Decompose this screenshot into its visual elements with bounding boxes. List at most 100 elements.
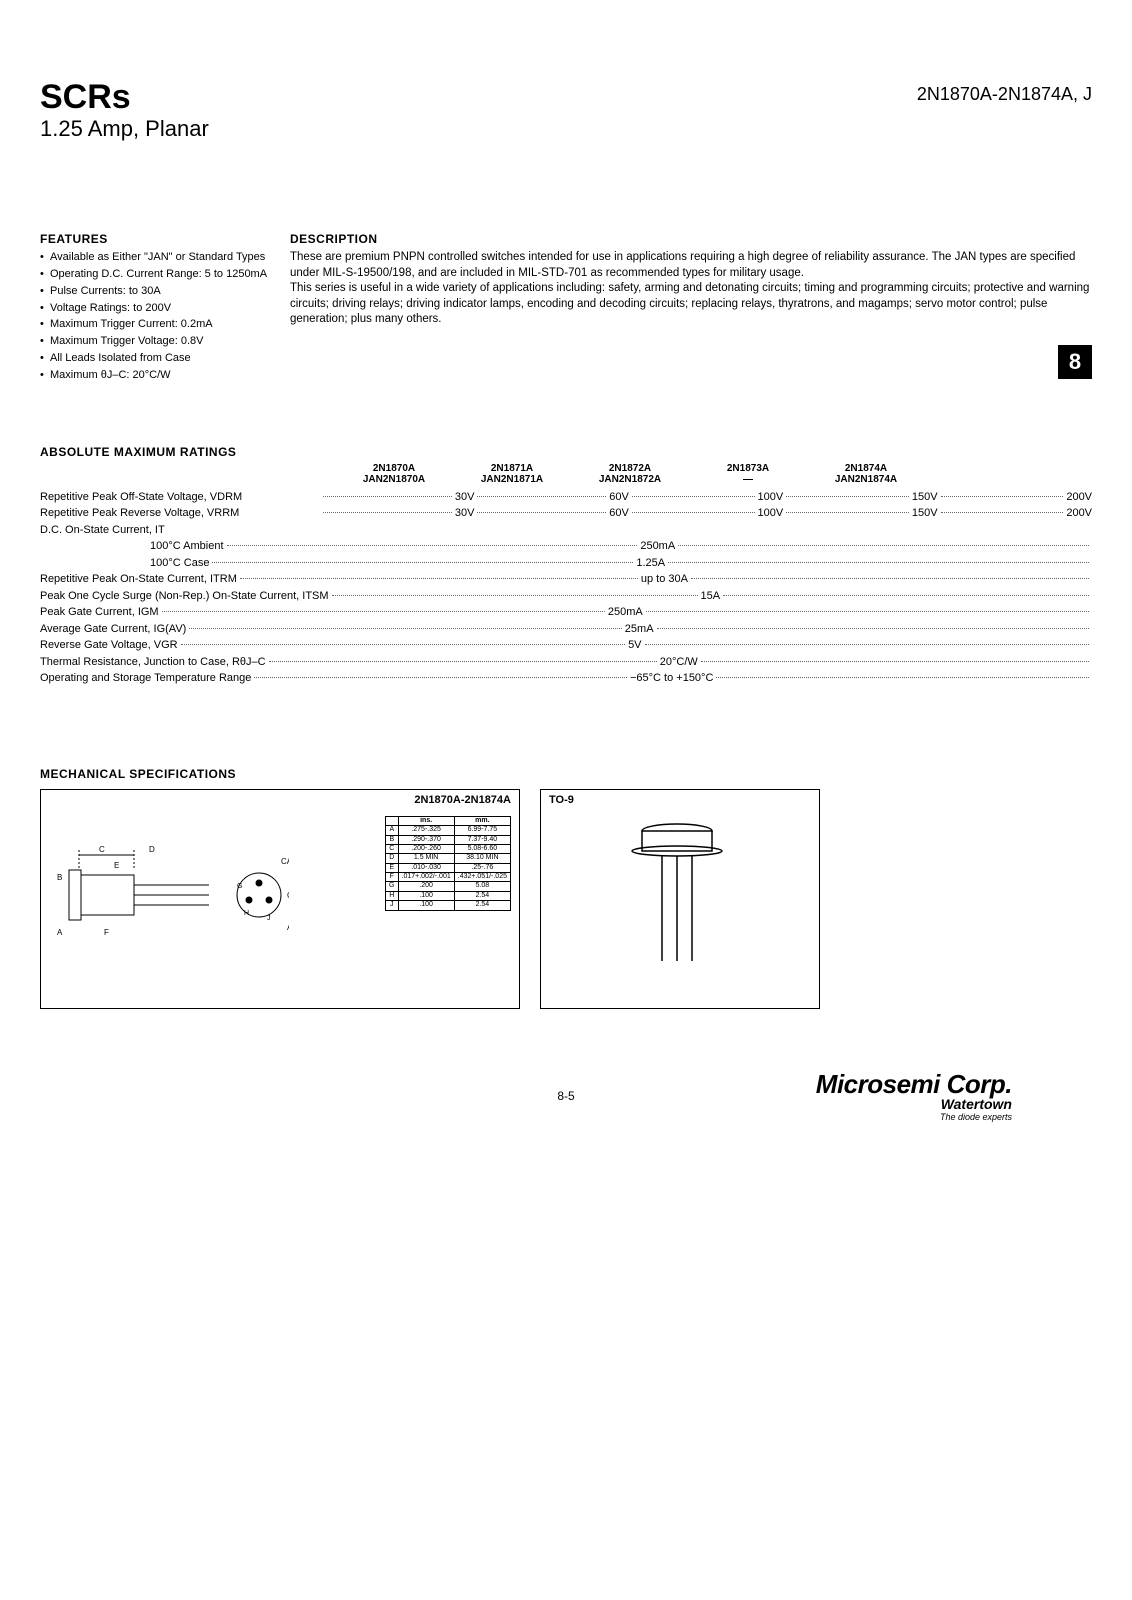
rating-param: Reverse Gate Voltage, VGR (40, 637, 178, 654)
ratings-heading: ABSOLUTE MAXIMUM RATINGS (40, 445, 1092, 459)
col-top: 2N1874A (845, 463, 887, 474)
dim-row: B.290-.3707.37-9.40 (386, 835, 511, 844)
feature-item: Maximum Trigger Current: 0.2mA (40, 317, 270, 332)
rating-row: Repetitive Peak Reverse Voltage, VRRM30V… (40, 505, 1092, 522)
feature-item: Operating D.C. Current Range: 5 to 1250m… (40, 267, 270, 282)
rating-value: 5V (628, 637, 641, 654)
feature-item: Available as Either "JAN" or Standard Ty… (40, 250, 270, 265)
svg-text:A: A (57, 928, 63, 937)
dim-row: C.200-.2605.08-6.60 (386, 844, 511, 853)
rating-param: 100°C Ambient (40, 538, 224, 555)
rating-value: 20°C/W (660, 654, 698, 671)
rating-value: 25mA (625, 621, 654, 638)
description-para2: This series is useful in a wide variety … (290, 281, 1092, 328)
rating-param: 100°C Case (40, 555, 209, 572)
title-block: SCRs 1.25 Amp, Planar (40, 80, 209, 142)
section-tab: 8 (1058, 345, 1092, 379)
rating-row: 100°C Ambient 250mA (40, 538, 1092, 555)
feature-item: Maximum Trigger Voltage: 0.8V (40, 334, 270, 349)
dim-row: H.1002.54 (386, 891, 511, 900)
rating-param: Repetitive Peak Off-State Voltage, VDRM (40, 489, 320, 506)
ratings-section: ABSOLUTE MAXIMUM RATINGS 2N1870AJAN2N187… (40, 445, 1092, 687)
svg-text:E: E (114, 861, 119, 870)
col-top: 2N1873A (727, 463, 769, 474)
rating-row: Average Gate Current, IG(AV) 25mA (40, 621, 1092, 638)
rating-value: 150V (912, 505, 938, 522)
rating-row: Peak Gate Current, IGM 250mA (40, 604, 1092, 621)
page-number: 8-5 (557, 1089, 574, 1103)
features-column: FEATURES Available as Either "JAN" or St… (40, 232, 270, 385)
rating-value: 1.25A (636, 555, 665, 572)
feature-item: Maximum θJ–C: 20°C/W (40, 368, 270, 383)
to9-package-icon (547, 796, 807, 996)
description-heading: DESCRIPTION (290, 232, 1092, 246)
rating-param: Operating and Storage Temperature Range (40, 670, 251, 687)
col-top: 2N1871A (491, 463, 533, 474)
rating-row: Operating and Storage Temperature Range −… (40, 670, 1092, 687)
rating-param: Peak Gate Current, IGM (40, 604, 159, 621)
rating-row: 100°C Case 1.25A (40, 555, 1092, 572)
page-footer: 8-5 Microsemi Corp. Watertown The diode … (40, 1089, 1092, 1169)
rating-param: D.C. On-State Current, IT (40, 522, 165, 539)
rating-value: 60V (609, 489, 629, 506)
dim-row: G.2005.08 (386, 882, 511, 891)
rating-value: 30V (455, 489, 475, 506)
features-heading: FEATURES (40, 232, 270, 246)
svg-text:B: B (57, 873, 62, 882)
col-bot: — (743, 474, 753, 485)
dim-row: E.010-.030.25-.76 (386, 863, 511, 872)
svg-text:H: H (244, 910, 249, 917)
dim-row: J.1002.54 (386, 901, 511, 910)
part-range: 2N1870A-2N1874A, J (917, 84, 1092, 105)
dimension-table: ins.mm. A.275-.3256.99-7.75B.290-.3707.3… (385, 816, 511, 911)
col-bot: JAN2N1872A (599, 474, 661, 485)
rating-value: 250mA (608, 604, 643, 621)
dim-row: A.275-.3256.99-7.75 (386, 826, 511, 835)
col-top: 2N1870A (373, 463, 415, 474)
rating-row: Thermal Resistance, Junction to Case, Rθ… (40, 654, 1092, 671)
rating-value: 100V (758, 489, 784, 506)
rating-value: 200V (1066, 505, 1092, 522)
feature-item: Pulse Currents: to 30A (40, 284, 270, 299)
rating-row: Repetitive Peak On-State Current, ITRM up… (40, 571, 1092, 588)
dim-row: D1.5 MIN38.10 MIN (386, 854, 511, 863)
rating-param: Thermal Resistance, Junction to Case, Rθ… (40, 654, 266, 671)
feature-list: Available as Either "JAN" or Standard Ty… (40, 250, 270, 383)
rating-value: 15A (701, 588, 721, 605)
dim-row: F.017+.002/-.001.432+.051/-.025 (386, 873, 511, 882)
rating-value: 250mA (640, 538, 675, 555)
title-main: SCRs (40, 80, 209, 114)
rating-value: up to 30A (641, 571, 688, 588)
company-logo: Microsemi Corp. Watertown The diode expe… (816, 1069, 1012, 1122)
svg-text:G: G (237, 883, 242, 890)
rating-value: 150V (912, 489, 938, 506)
svg-text:D: D (149, 845, 155, 854)
rating-value: −65°C to +150°C (630, 670, 713, 687)
gate-label: GATE (287, 891, 289, 900)
mechanical-heading: MECHANICAL SPECIFICATIONS (40, 767, 1092, 781)
anode-label: ANODE (287, 923, 289, 932)
col-bot: JAN2N1871A (481, 474, 543, 485)
svg-text:C: C (99, 845, 105, 854)
single-value-rows: 100°C Ambient250mA100°C Case1.25ARepetit… (40, 538, 1092, 687)
box2-label: TO-9 (549, 794, 574, 806)
page-header: SCRs 1.25 Amp, Planar 2N1870A-2N1874A, J (40, 80, 1092, 142)
svg-text:J: J (267, 915, 271, 922)
description-para1: These are premium PNPN controlled switch… (290, 250, 1092, 281)
rating-param: Average Gate Current, IG(AV) (40, 621, 186, 638)
multi-value-rows: Repetitive Peak Off-State Voltage, VDRM 3… (40, 489, 1092, 522)
rating-value: 200V (1066, 489, 1092, 506)
rating-param: Repetitive Peak On-State Current, ITRM (40, 571, 237, 588)
col-bot: JAN2N1870A (363, 474, 425, 485)
package-drawing: B C D E A F G H J CATHODE (49, 820, 289, 990)
rating-value: 60V (609, 505, 629, 522)
feature-item: All Leads Isolated from Case (40, 351, 270, 366)
rating-value: 100V (758, 505, 784, 522)
col-bot: JAN2N1874A (835, 474, 897, 485)
logo-tagline: The diode experts (816, 1112, 1012, 1122)
package-photo-box: TO-9 (540, 789, 820, 1009)
description-column: DESCRIPTION These are premium PNPN contr… (290, 232, 1092, 385)
rating-row: Repetitive Peak Off-State Voltage, VDRM 3… (40, 489, 1092, 506)
box1-label: 2N1870A-2N1874A (414, 794, 511, 806)
rating-row: Reverse Gate Voltage, VGR 5V (40, 637, 1092, 654)
